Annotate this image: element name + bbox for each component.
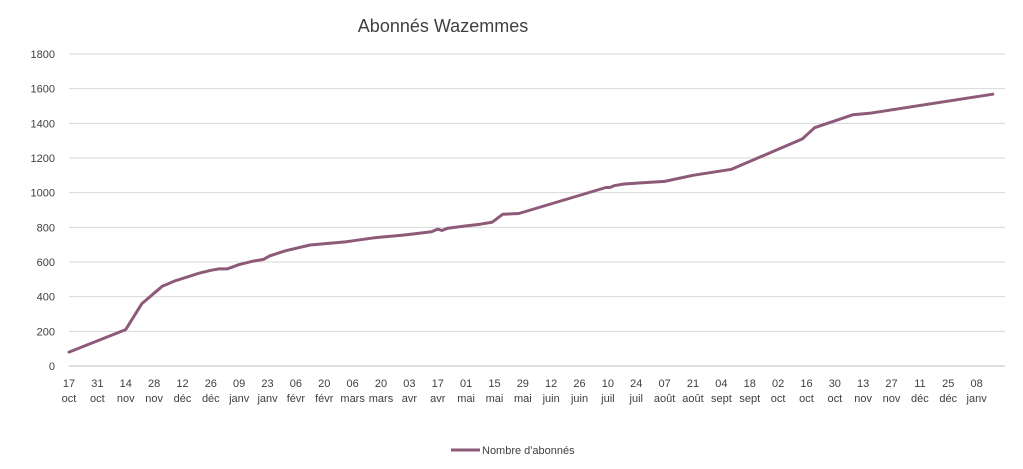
x-tick-label: 21 août: [682, 378, 703, 405]
x-tick-label: 28 nov: [145, 378, 163, 405]
x-tick-label: 06 mars: [340, 378, 365, 405]
x-tick-label: 12 juin: [542, 378, 560, 405]
y-tick-label: 0: [49, 361, 55, 373]
legend: Nombre d'abonnés: [451, 445, 575, 457]
x-tick-label: 13 nov: [854, 378, 872, 405]
x-tick-label: 09 janv: [228, 378, 250, 405]
x-tick-label: 02 oct: [771, 378, 786, 405]
series-line: [67, 92, 995, 354]
y-tick-label: 1400: [31, 118, 55, 130]
x-tick-label: 01 mai: [457, 378, 475, 405]
x-tick-label: 08 janv: [966, 378, 988, 405]
x-tick-label: 18 sept: [739, 378, 760, 405]
y-tick-label: 800: [37, 222, 55, 234]
x-tick-label: 26 déc: [202, 378, 220, 405]
x-tick-label: 16 oct: [799, 378, 814, 405]
x-tick-label: 15 mai: [486, 378, 504, 405]
chart-title: Abonnés Wazemmes: [358, 16, 528, 36]
y-axis-ticks: 0 200 400 600 800 1000 1200 1400 1600 1800: [31, 49, 55, 373]
x-tick-label: 06 févr: [287, 378, 306, 405]
x-tick-label: 17 oct: [62, 378, 77, 405]
y-tick-label: 200: [37, 326, 55, 338]
x-tick-label: 07 août: [654, 378, 675, 405]
gridlines: [69, 53, 1005, 367]
y-tick-label: 1600: [31, 84, 55, 96]
x-tick-label: 29 mai: [514, 378, 532, 405]
x-tick-label: 04 sept: [711, 378, 732, 405]
x-tick-label: 26 juin: [570, 378, 588, 405]
x-tick-label: 03 avr: [402, 378, 418, 405]
x-tick-label: 20 mars: [369, 378, 394, 405]
x-tick-label: 24 juil: [629, 378, 643, 405]
y-tick-label: 600: [37, 257, 55, 269]
series-layer: [67, 92, 995, 354]
x-tick-label: 30 oct: [827, 378, 842, 405]
x-tick-label: 10 juil: [600, 378, 614, 405]
x-tick-label: 11 déc: [911, 378, 929, 405]
x-tick-label: 12 déc: [174, 378, 192, 405]
y-tick-label: 1800: [31, 49, 55, 61]
y-tick-label: 400: [37, 292, 55, 304]
x-tick-label: 17 avr: [430, 378, 446, 405]
x-tick-label: 27 nov: [883, 378, 901, 405]
x-tick-label: 31 oct: [90, 378, 105, 405]
x-tick-label: 25 déc: [939, 378, 957, 405]
y-tick-label: 1200: [31, 153, 55, 165]
x-axis-ticks: 17 oct 31 oct 14 nov 28 nov 12 déc 26 déc 09 janv 23 ja…: [62, 378, 988, 405]
legend-label: Nombre d'abonnés: [482, 445, 575, 457]
x-tick-label: 20 févr: [315, 378, 334, 405]
x-tick-label: 14 nov: [117, 378, 135, 405]
x-tick-label: 23 janv: [256, 378, 278, 405]
y-tick-label: 1000: [31, 188, 55, 200]
